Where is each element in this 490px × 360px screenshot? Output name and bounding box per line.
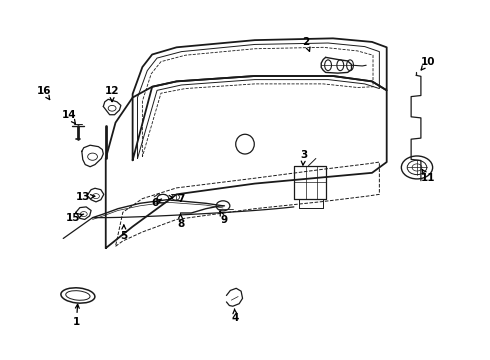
Text: 13: 13 (75, 192, 90, 202)
Text: 16: 16 (36, 86, 51, 96)
Text: 11: 11 (421, 173, 436, 183)
Text: 9: 9 (221, 215, 228, 225)
Text: 3: 3 (300, 150, 307, 160)
Text: 5: 5 (120, 231, 127, 240)
Text: 14: 14 (62, 111, 76, 121)
Text: 7: 7 (177, 194, 184, 204)
Text: 8: 8 (177, 219, 184, 229)
Text: 10: 10 (421, 57, 436, 67)
Text: 1: 1 (73, 317, 80, 327)
Text: 15: 15 (66, 213, 80, 222)
Text: 6: 6 (151, 198, 159, 208)
Text: 12: 12 (105, 86, 120, 96)
Text: 4: 4 (232, 313, 239, 323)
Text: 2: 2 (302, 37, 310, 47)
